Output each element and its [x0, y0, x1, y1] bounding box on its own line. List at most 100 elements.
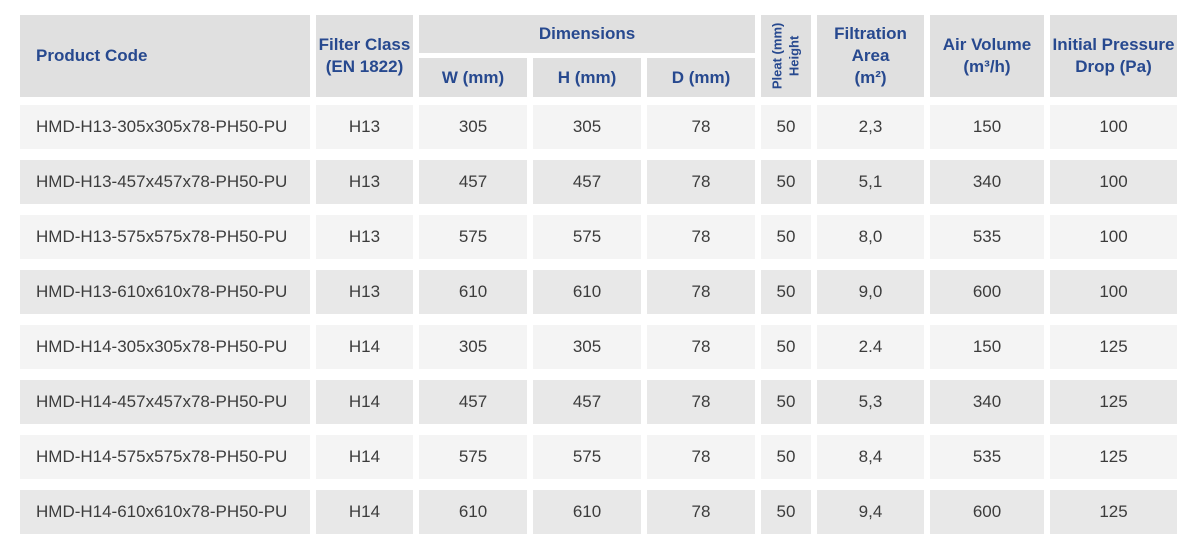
table-row: HMD-H13-575x575x78-PH50-PU H13 575 575 7… [20, 215, 1177, 259]
table-row: HMD-H13-457x457x78-PH50-PU H13 457 457 7… [20, 160, 1177, 204]
header-pressure-line2: Drop (Pa) [1075, 57, 1152, 76]
depth-cell: 78 [647, 325, 755, 369]
pleat-height-cell: 50 [761, 160, 811, 204]
pressure-drop-cell: 100 [1050, 160, 1177, 204]
air-volume-cell: 535 [930, 435, 1044, 479]
header-filtration-area: Filtration Area (m²) [817, 15, 924, 97]
air-volume-cell: 340 [930, 380, 1044, 424]
air-volume-cell: 600 [930, 490, 1044, 534]
width-cell: 305 [419, 325, 527, 369]
header-pleat-height: Pleat (mm) Height [761, 15, 811, 97]
product-code-cell: HMD-H14-305x305x78-PH50-PU [20, 325, 310, 369]
table-header: Product Code Filter Class (EN 1822) Dime… [20, 15, 1177, 97]
pressure-drop-cell: 125 [1050, 435, 1177, 479]
pleat-height-cell: 50 [761, 270, 811, 314]
width-cell: 610 [419, 270, 527, 314]
table-row: HMD-H13-305x305x78-PH50-PU H13 305 305 7… [20, 105, 1177, 149]
header-filtration-line3: (m²) [854, 67, 887, 87]
filtration-area-cell: 2,3 [817, 105, 924, 149]
width-cell: 575 [419, 215, 527, 259]
width-cell: 457 [419, 380, 527, 424]
header-filter-class-line2: (EN 1822) [325, 57, 404, 76]
header-pressure-drop-lines: Initial Pressure Drop (Pa) [1053, 34, 1175, 78]
depth-cell: 78 [647, 490, 755, 534]
table-body: HMD-H13-305x305x78-PH50-PU H13 305 305 7… [20, 105, 1177, 534]
header-height-mm: H (mm) [533, 58, 641, 97]
filter-class-cell: H13 [316, 215, 413, 259]
height-cell: 457 [533, 380, 641, 424]
header-product-code: Product Code [20, 15, 310, 97]
product-code-cell: HMD-H14-610x610x78-PH50-PU [20, 490, 310, 534]
filter-class-cell: H14 [316, 490, 413, 534]
filter-spec-table: Product Code Filter Class (EN 1822) Dime… [20, 15, 1177, 534]
depth-cell: 78 [647, 380, 755, 424]
width-cell: 305 [419, 105, 527, 149]
product-code-cell: HMD-H14-575x575x78-PH50-PU [20, 435, 310, 479]
pressure-drop-cell: 100 [1050, 215, 1177, 259]
width-cell: 575 [419, 435, 527, 479]
header-filter-class: Filter Class (EN 1822) [316, 15, 413, 97]
header-pleat-line2: Height [786, 35, 801, 77]
pleat-height-cell: 50 [761, 325, 811, 369]
filtration-area-cell: 2.4 [817, 325, 924, 369]
pressure-drop-cell: 125 [1050, 325, 1177, 369]
pleat-height-cell: 50 [761, 105, 811, 149]
filtration-area-cell: 5,3 [817, 380, 924, 424]
air-volume-cell: 150 [930, 105, 1044, 149]
table-row: HMD-H13-610x610x78-PH50-PU H13 610 610 7… [20, 270, 1177, 314]
filtration-area-cell: 5,1 [817, 160, 924, 204]
header-pressure-line1: Initial Pressure [1052, 35, 1175, 55]
height-cell: 305 [533, 105, 641, 149]
filter-class-cell: H14 [316, 380, 413, 424]
pleat-height-cell: 50 [761, 215, 811, 259]
filter-class-cell: H13 [316, 105, 413, 149]
header-air-volume: Air Volume (m³/h) [930, 15, 1044, 97]
table-row: HMD-H14-305x305x78-PH50-PU H14 305 305 7… [20, 325, 1177, 369]
height-cell: 575 [533, 435, 641, 479]
filter-class-cell: H14 [316, 435, 413, 479]
height-cell: 575 [533, 215, 641, 259]
height-cell: 305 [533, 325, 641, 369]
product-code-cell: HMD-H13-575x575x78-PH50-PU [20, 215, 310, 259]
header-width-mm: W (mm) [419, 58, 527, 97]
header-dimensions-group: Dimensions [419, 15, 755, 53]
air-volume-cell: 150 [930, 325, 1044, 369]
filter-class-cell: H14 [316, 325, 413, 369]
header-pleat-height-rotated-text: Pleat (mm) Height [769, 23, 803, 89]
product-code-cell: HMD-H13-305x305x78-PH50-PU [20, 105, 310, 149]
pleat-height-cell: 50 [761, 380, 811, 424]
table-row: HMD-H14-575x575x78-PH50-PU H14 575 575 7… [20, 435, 1177, 479]
air-volume-cell: 600 [930, 270, 1044, 314]
pressure-drop-cell: 125 [1050, 380, 1177, 424]
product-code-cell: HMD-H14-457x457x78-PH50-PU [20, 380, 310, 424]
pressure-drop-cell: 100 [1050, 270, 1177, 314]
air-volume-cell: 340 [930, 160, 1044, 204]
header-depth-mm: D (mm) [647, 58, 755, 97]
filtration-area-cell: 9,4 [817, 490, 924, 534]
header-air-volume-line2: (m³/h) [963, 57, 1011, 76]
depth-cell: 78 [647, 435, 755, 479]
header-filter-class-line1: Filter Class [318, 35, 411, 55]
header-filter-class-lines: Filter Class (EN 1822) [319, 34, 411, 78]
product-code-cell: HMD-H13-457x457x78-PH50-PU [20, 160, 310, 204]
header-filtration-line1: Filtration [834, 24, 907, 44]
filtration-area-cell: 9,0 [817, 270, 924, 314]
header-air-volume-line1: Air Volume [942, 35, 1032, 55]
height-cell: 457 [533, 160, 641, 204]
header-air-volume-lines: Air Volume (m³/h) [943, 34, 1031, 78]
width-cell: 457 [419, 160, 527, 204]
header-pleat-line1: Pleat (mm) [769, 22, 785, 90]
product-code-cell: HMD-H13-610x610x78-PH50-PU [20, 270, 310, 314]
table-row: HMD-H14-457x457x78-PH50-PU H14 457 457 7… [20, 380, 1177, 424]
depth-cell: 78 [647, 215, 755, 259]
depth-cell: 78 [647, 270, 755, 314]
table-row: HMD-H14-610x610x78-PH50-PU H14 610 610 7… [20, 490, 1177, 534]
height-cell: 610 [533, 270, 641, 314]
header-pressure-drop: Initial Pressure Drop (Pa) [1050, 15, 1177, 97]
height-cell: 610 [533, 490, 641, 534]
depth-cell: 78 [647, 160, 755, 204]
width-cell: 610 [419, 490, 527, 534]
filter-class-cell: H13 [316, 160, 413, 204]
pleat-height-cell: 50 [761, 490, 811, 534]
air-volume-cell: 535 [930, 215, 1044, 259]
